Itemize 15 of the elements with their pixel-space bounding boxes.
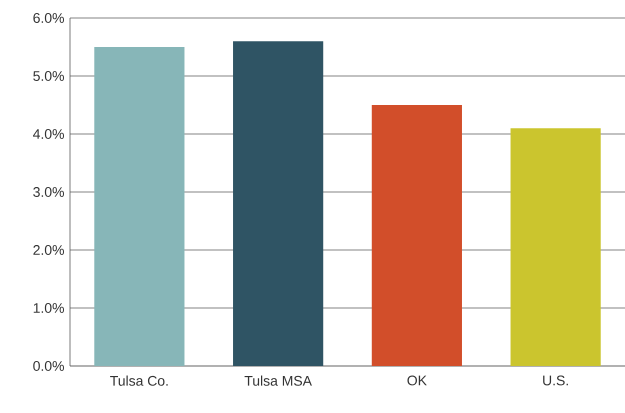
bar bbox=[233, 41, 324, 366]
y-tick-label: 6.0% bbox=[33, 13, 64, 23]
y-tick-label: 2.0% bbox=[33, 245, 64, 255]
bar bbox=[94, 47, 184, 366]
y-tick-label: 4.0% bbox=[33, 129, 64, 139]
bar bbox=[510, 128, 601, 366]
bar bbox=[372, 105, 462, 366]
y-tick-label: 5.0% bbox=[33, 71, 64, 81]
x-tick-label: U.S. bbox=[543, 376, 568, 386]
y-tick-label: 1.0% bbox=[34, 303, 64, 313]
y-tick-label: 3.0% bbox=[33, 187, 64, 197]
y-tick-label: 0.0% bbox=[33, 361, 64, 371]
x-tick-label: OK bbox=[407, 376, 427, 386]
x-tick-label: Tulsa MSA bbox=[244, 376, 312, 386]
x-tick-label: Tulsa Co. bbox=[110, 376, 168, 386]
